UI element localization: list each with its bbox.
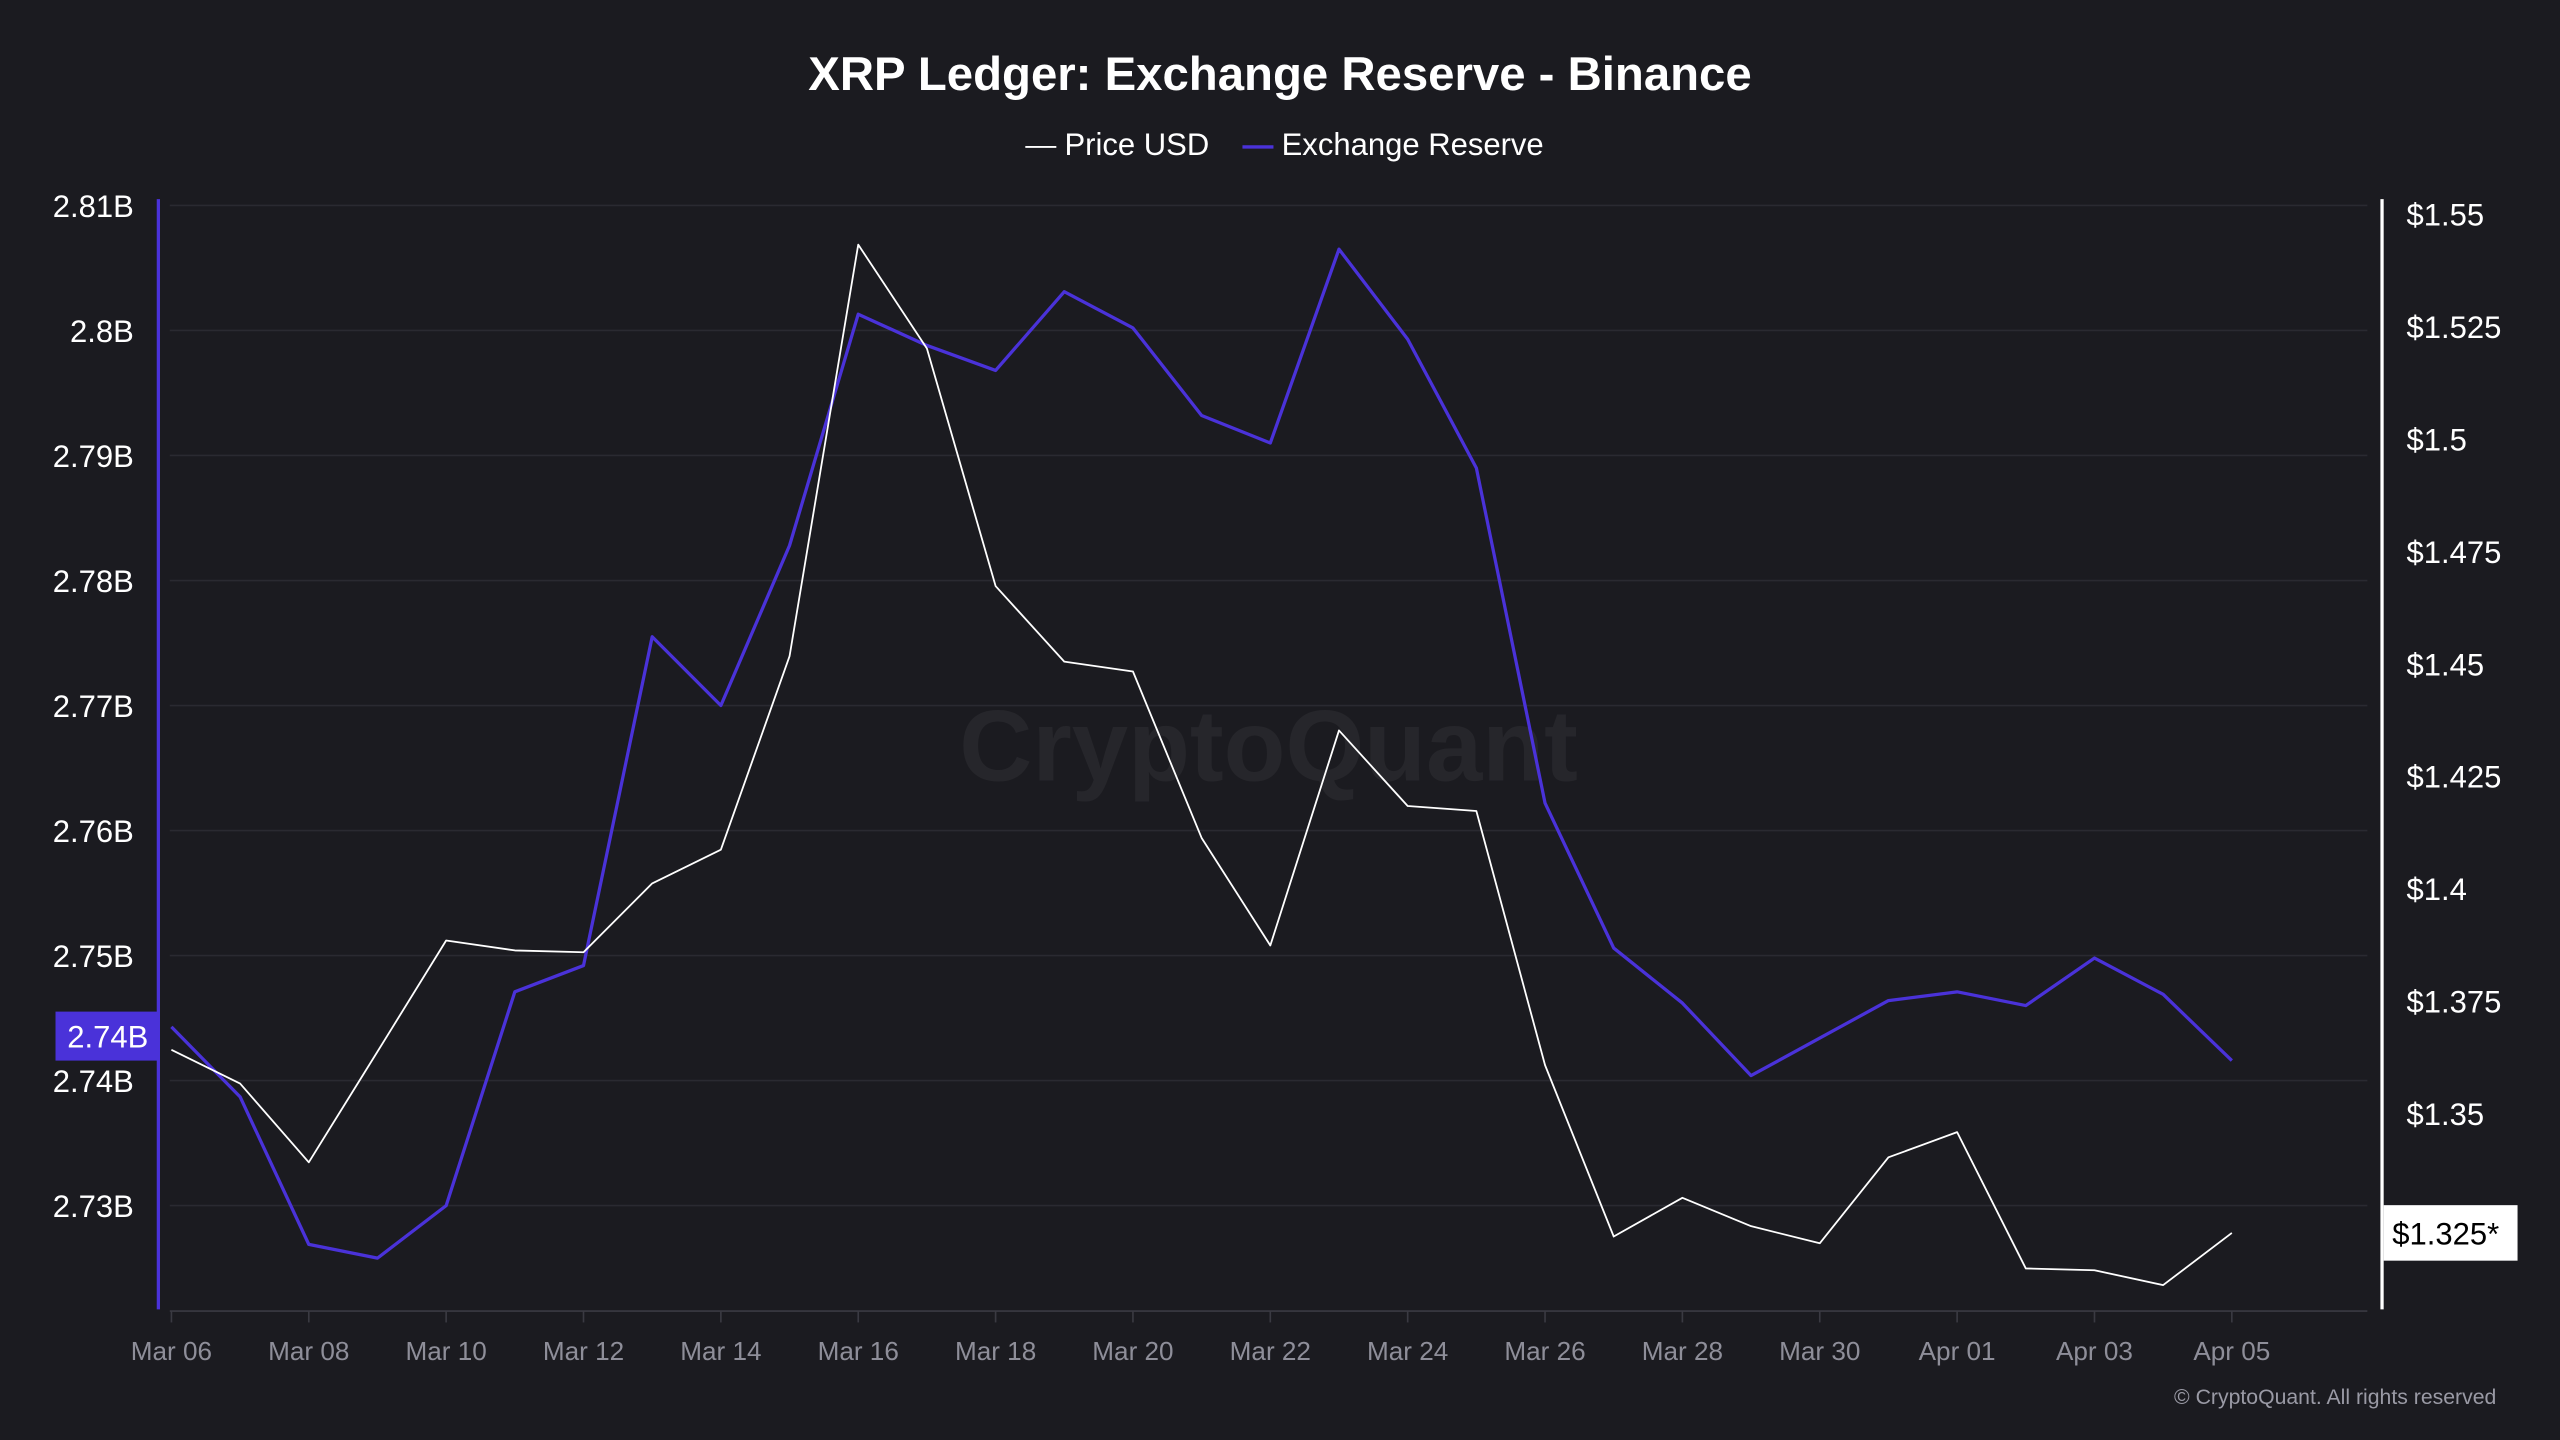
x-tick-label: Apr 05: [2193, 1336, 2270, 1366]
legend: Price USD Exchange Reserve: [1025, 127, 1544, 162]
chart-title: XRP Ledger: Exchange Reserve - Binance: [808, 48, 1751, 101]
x-tick-label: Apr 01: [1919, 1336, 1996, 1366]
right-tick-label: $1.4: [2407, 872, 2467, 907]
right-tick-label: $1.5: [2407, 422, 2467, 457]
legend-label-reserve: Exchange Reserve: [1282, 127, 1544, 162]
right-tick-label: $1.475: [2407, 535, 2502, 570]
left-tick-label: 2.78B: [53, 564, 134, 599]
left-current-value: 2.74B: [67, 1020, 148, 1055]
x-tick-label: Mar 18: [955, 1336, 1036, 1366]
legend-label-price: Price USD: [1064, 127, 1209, 162]
x-tick-label: Mar 08: [268, 1336, 349, 1366]
x-axis-ticks: Mar 06 Mar 08 Mar 10 Mar 12 Mar 14 Mar 16 Mar …: [131, 1311, 2270, 1366]
left-tick-label: 2.75B: [53, 939, 134, 974]
right-tick-label: $1.35: [2407, 1097, 2485, 1132]
gridlines: [169, 204, 2368, 1207]
watermark: CryptoQuant: [959, 689, 1578, 802]
right-axis-ticks: $1.35 $1.375 $1.4 $1.425 $1.45 $1.475 $1.5 $1.5…: [2407, 197, 2502, 1132]
x-tick-label: Apr 03: [2056, 1336, 2133, 1366]
right-tick-label: $1.375: [2407, 985, 2502, 1020]
left-tick-label: 2.79B: [53, 439, 134, 474]
x-tick-label: Mar 28: [1642, 1336, 1723, 1366]
left-current-value-bg: [55, 1011, 159, 1061]
left-tick-label: 2.77B: [53, 689, 134, 724]
right-tick-label: $1.525: [2407, 310, 2502, 345]
right-tick-label: $1.45: [2407, 647, 2485, 682]
x-tick-label: Mar 12: [543, 1336, 624, 1366]
left-current-value-badge: 2.74B: [55, 1011, 159, 1061]
x-tick-label: Mar 06: [131, 1336, 212, 1366]
x-tick-label: Mar 30: [1779, 1336, 1860, 1366]
x-tick-label: Mar 20: [1092, 1336, 1173, 1366]
x-tick-label: Mar 22: [1230, 1336, 1311, 1366]
left-tick-label: 2.8B: [70, 314, 134, 349]
right-tick-label: $1.425: [2407, 760, 2502, 795]
left-tick-label: 2.76B: [53, 814, 134, 849]
left-axis-ticks: 2.73B 2.74B 2.75B 2.76B 2.77B 2.78B 2.79B 2.8B 2…: [53, 189, 134, 1224]
right-current-value-badge: $1.325*: [2383, 1205, 2518, 1261]
x-tick-label: Mar 14: [680, 1336, 761, 1366]
x-tick-label: Mar 26: [1504, 1336, 1585, 1366]
left-tick-label: 2.73B: [53, 1189, 134, 1224]
x-tick-label: Mar 16: [818, 1336, 899, 1366]
right-current-value-bg: [2383, 1205, 2518, 1261]
left-tick-label: 2.81B: [53, 189, 134, 224]
x-tick-label: Mar 24: [1367, 1336, 1448, 1366]
series-points: [171, 244, 2232, 1286]
right-tick-label: $1.55: [2407, 197, 2485, 232]
copyright: © CryptoQuant. All rights reserved: [2174, 1386, 2496, 1409]
legend-item-reserve[interactable]: Exchange Reserve: [1242, 127, 1544, 162]
right-current-value: $1.325*: [2392, 1216, 2499, 1251]
legend-item-price[interactable]: Price USD: [1025, 127, 1209, 162]
x-tick-label: Mar 10: [406, 1336, 487, 1366]
left-tick-label: 2.74B: [53, 1064, 134, 1099]
